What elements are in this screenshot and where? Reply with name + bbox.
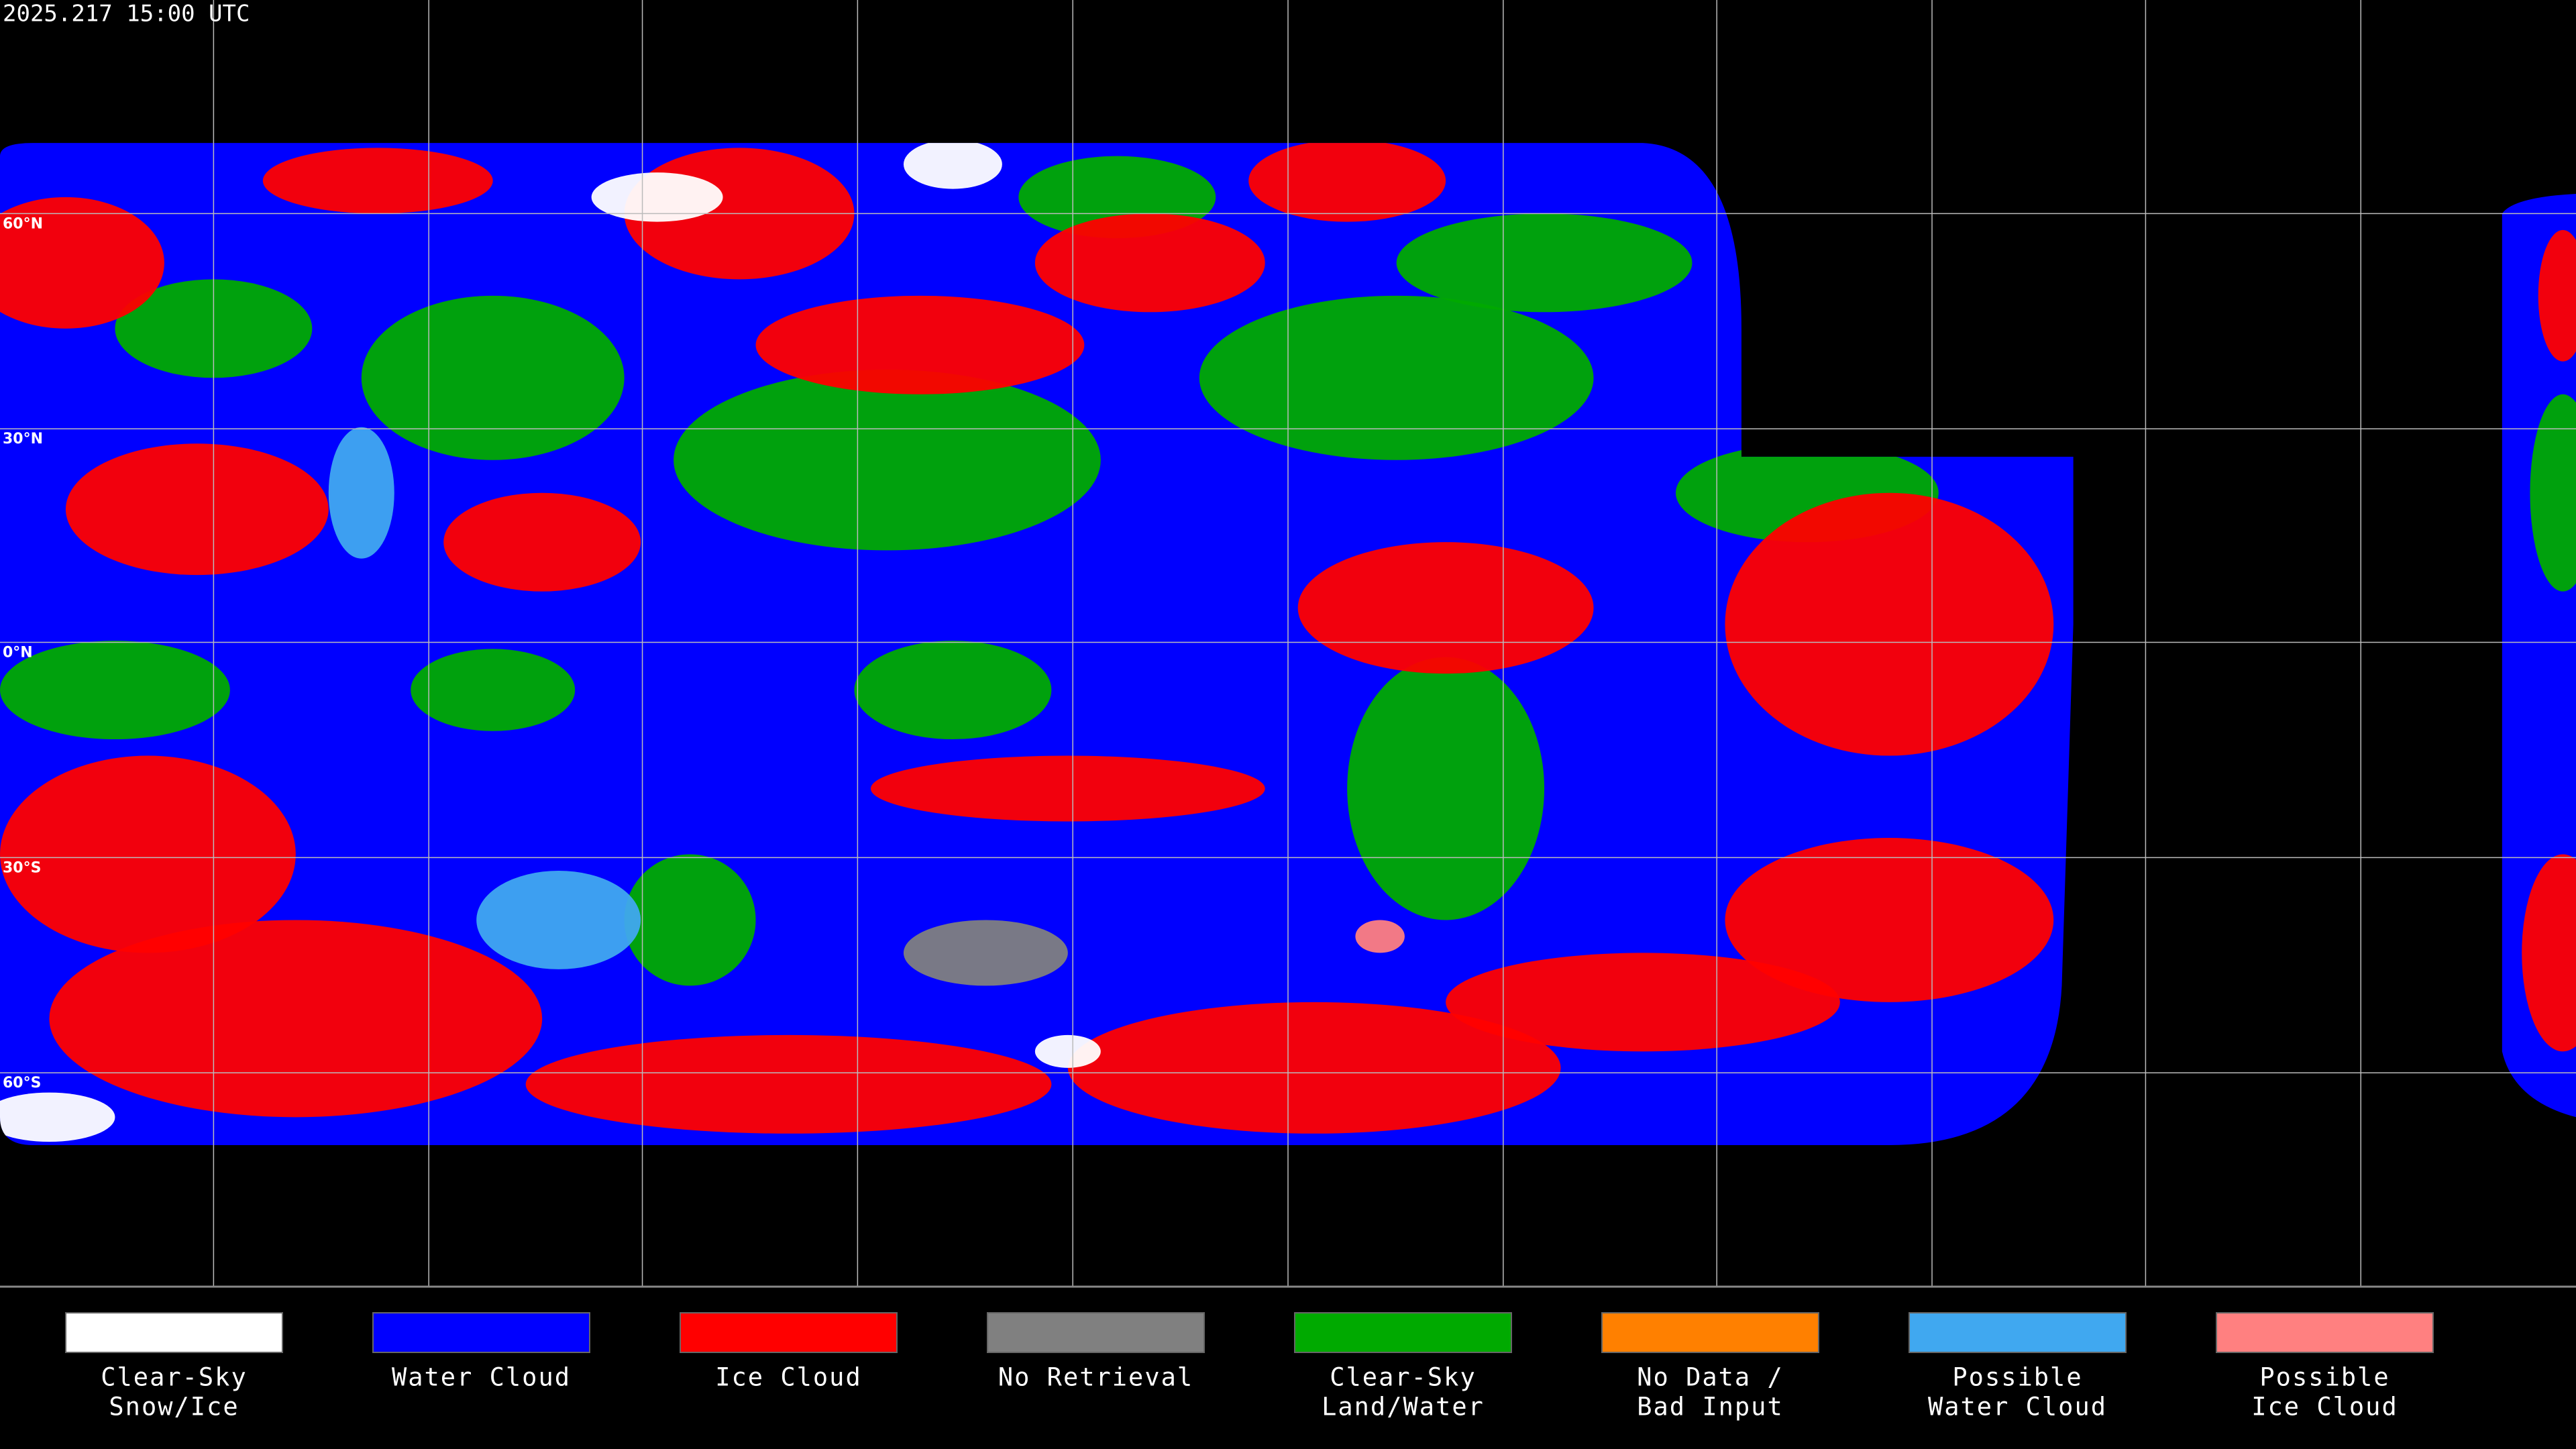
legend-swatch (1909, 1312, 2127, 1353)
legend-swatch (1294, 1312, 1512, 1353)
cloud-region (1297, 542, 1594, 674)
timestamp: 2025.217 15:00 UTC (3, 1, 250, 28)
cloud-region (1067, 1002, 1561, 1134)
cloud-region (0, 755, 296, 953)
legend-label: Water Cloud (392, 1363, 571, 1392)
cloud-region (49, 920, 543, 1118)
legend-label: Land/Water (1322, 1393, 1485, 1421)
cloud-region (1725, 492, 2054, 756)
cloud-region (1725, 837, 2054, 1002)
latitude-label: 0°N (3, 645, 33, 661)
cloud-region (591, 172, 723, 222)
cloud-region (476, 870, 641, 969)
legend-swatch (1601, 1312, 1819, 1353)
cloud-region (2538, 229, 2576, 362)
cloud-region (443, 492, 641, 592)
cloud-region (525, 1034, 1052, 1134)
cloud-region (1248, 143, 1446, 222)
legend-label: Clear-Sky (1330, 1363, 1476, 1392)
legend-label: Possible (1952, 1363, 2082, 1392)
legend-label: Ice Cloud (715, 1363, 861, 1392)
cloud-region (1396, 213, 1693, 313)
cloud-region (624, 854, 756, 986)
cloud-region (1199, 295, 1594, 460)
legend-swatch (2216, 1312, 2434, 1353)
cloud-region (870, 755, 1265, 822)
legend-label: Water Cloud (1928, 1393, 2107, 1421)
cloud-region (2530, 394, 2576, 592)
cloud-region (1446, 953, 1840, 1052)
latitude-label: 30°S (3, 859, 41, 876)
cloud-region (0, 1092, 115, 1142)
cloud-region (0, 641, 230, 740)
legend-swatch (987, 1312, 1205, 1353)
cloud-region (1034, 1034, 1101, 1068)
legend-label: No Retrieval (998, 1363, 1193, 1392)
legend-label: Possible (2259, 1363, 2390, 1392)
cloud-region (1355, 920, 1405, 953)
legend-swatch (680, 1312, 898, 1353)
cloud-region (1034, 213, 1265, 313)
cloud-region (0, 197, 164, 329)
legend-label: Snow/Ice (109, 1393, 239, 1421)
latitude-label: 60°S (3, 1075, 41, 1091)
legend-swatch (65, 1312, 283, 1353)
legend-label: Ice Cloud (2251, 1393, 2398, 1421)
legend-label: No Data / (1637, 1363, 1783, 1392)
graticule: 60°N 30°N 0°N 30°S 60°S (0, 0, 2576, 1287)
cloud-region (2522, 854, 2576, 1052)
latitude-label: 30°N (3, 431, 43, 447)
legend-label: Clear-Sky (101, 1363, 247, 1392)
latitude-label: 60°N (3, 215, 43, 232)
legend-label: Bad Input (1637, 1393, 1783, 1421)
cloud-region (361, 295, 625, 460)
cloud-region (262, 148, 493, 214)
cloud-region (755, 295, 1085, 394)
cloud-region (674, 370, 1101, 551)
cloud-region (903, 920, 1068, 986)
cloud-region (903, 143, 1002, 189)
cloud-region (411, 649, 576, 731)
legend-swatch (372, 1312, 590, 1353)
cloud-region (854, 641, 1052, 740)
cloud-region (328, 427, 394, 559)
cloud-region (1347, 657, 1545, 920)
cloud-region (65, 443, 329, 576)
